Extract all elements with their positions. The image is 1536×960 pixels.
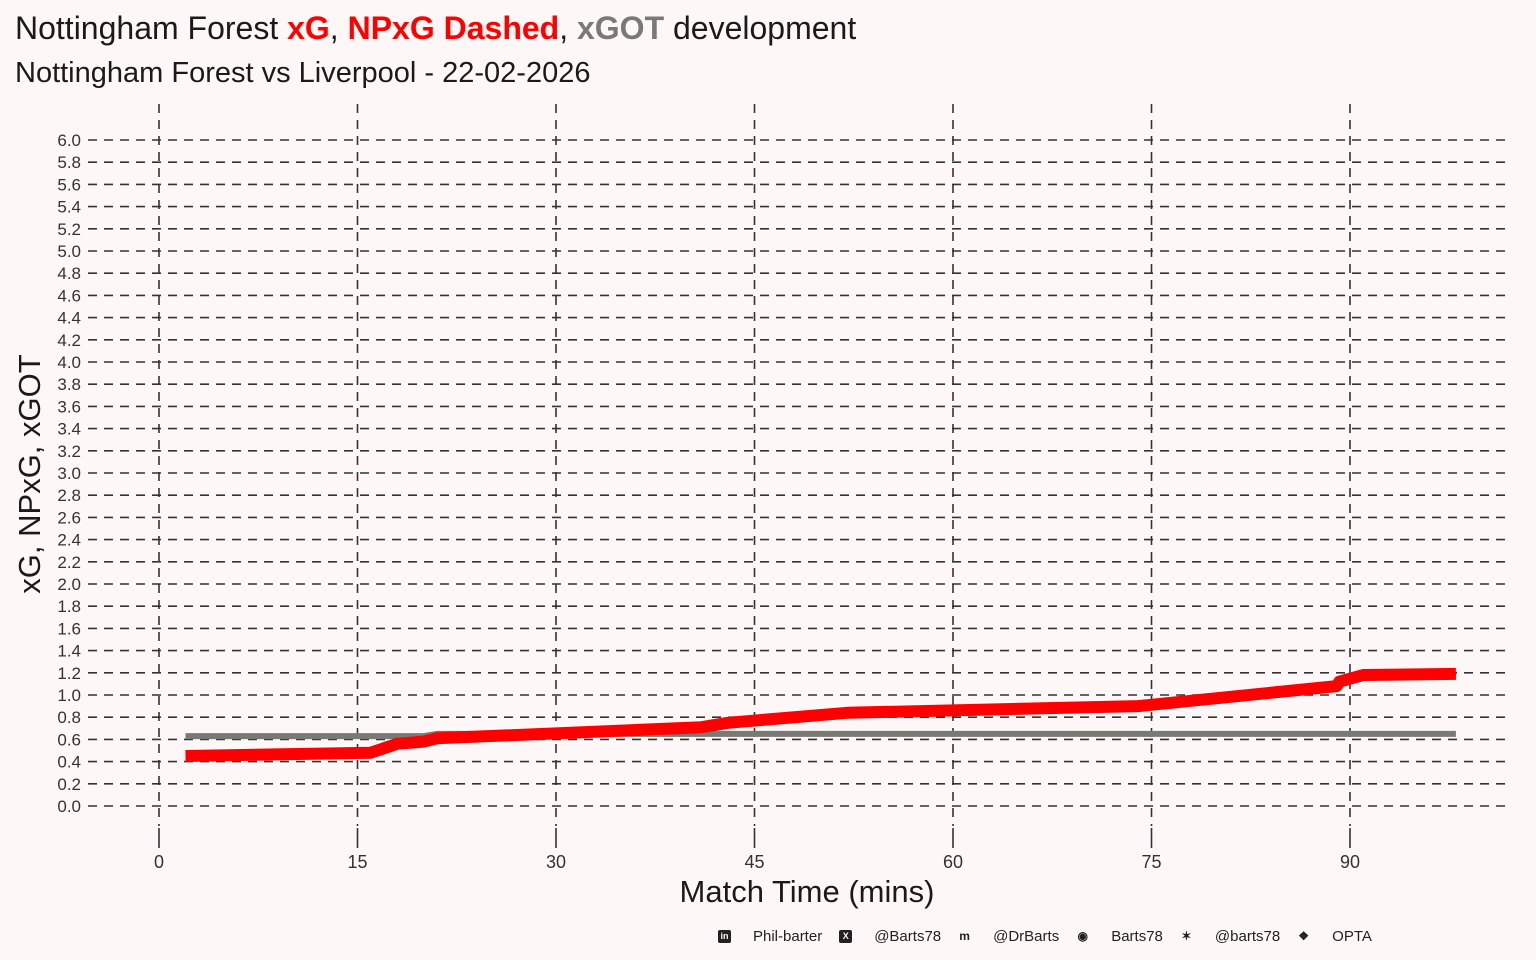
y-tick-label: 5.2 — [57, 220, 81, 239]
y-tick-label: 5.4 — [57, 198, 81, 217]
title-sep2: , — [559, 10, 577, 46]
title-xg: xG — [287, 10, 330, 46]
x-tick-label: 60 — [943, 852, 963, 872]
dropbox-icon[interactable]: ❖ — [1298, 928, 1310, 943]
chart-title: Nottingham Forest xG, NPxG Dashed, xGOT … — [15, 10, 856, 47]
title-suffix: development — [664, 10, 857, 46]
y-tick-label: 2.2 — [57, 553, 81, 572]
linkedin-icon[interactable]: in — [718, 929, 731, 943]
axis-ticks: 0.0 0.2 0.4 0.6 0.8 1.0 1.2 1.4 1.6 1.8 2.0 2.2 2.4 2… — [57, 131, 1360, 872]
mastodon-icon[interactable]: m — [959, 928, 970, 943]
series-line-xgot — [185, 730, 1456, 740]
y-tick-label: 5.6 — [57, 175, 81, 194]
x-tick-label: 0 — [154, 852, 164, 872]
y-tick-label: 4.4 — [57, 309, 81, 328]
y-tick-label: 1.8 — [57, 597, 81, 616]
github-icon[interactable]: ◉ — [1077, 928, 1088, 943]
y-tick-label: 0.6 — [57, 730, 81, 749]
x-axis-label: Match Time (mins) — [680, 874, 935, 909]
grid-lines — [88, 104, 1512, 848]
series-line-xg — [185, 667, 1456, 762]
credit-github[interactable]: Barts78 — [1111, 927, 1163, 945]
y-tick-label: 2.0 — [57, 575, 81, 594]
title-npxg: NPxG Dashed — [347, 10, 560, 46]
y-tick-label: 4.8 — [57, 264, 81, 283]
title-sep1: , — [329, 10, 348, 46]
y-tick-label: 4.6 — [57, 286, 81, 305]
bluesky-icon[interactable]: ✶ — [1181, 928, 1192, 943]
credits-footer: in Phil-barter X @Barts78 m @DrBarts ◉ B… — [718, 926, 1389, 946]
xg-timeline-chart: 0.0 0.2 0.4 0.6 0.8 1.0 1.2 1.4 1.6 1.8 2.0 2.2 2.4 2… — [12, 104, 1512, 909]
x-tick-label: 45 — [744, 852, 764, 872]
x-tick-label: 30 — [546, 852, 566, 872]
y-tick-label: 3.2 — [57, 442, 81, 461]
y-tick-label: 3.0 — [57, 464, 81, 483]
y-axis-label: xG, NPxG, xGOT — [12, 354, 47, 593]
x-twitter-icon[interactable]: X — [839, 929, 853, 943]
y-tick-label: 2.4 — [57, 531, 81, 550]
y-tick-label: 1.0 — [57, 686, 81, 705]
y-tick-label: 1.6 — [57, 619, 81, 638]
y-tick-label: 5.8 — [57, 153, 81, 172]
y-tick-label: 0.4 — [57, 753, 81, 772]
y-tick-label: 2.8 — [57, 486, 81, 505]
y-tick-label: 1.4 — [57, 642, 81, 661]
credit-mastodon[interactable]: @DrBarts — [993, 927, 1060, 945]
y-tick-label: 3.4 — [57, 420, 81, 439]
y-tick-label: 3.6 — [57, 397, 81, 416]
x-tick-label: 75 — [1141, 852, 1161, 872]
series-line-npxg — [185, 671, 1456, 758]
credit-bluesky[interactable]: @barts78 — [1214, 927, 1281, 945]
y-tick-label: 0.0 — [57, 797, 81, 816]
credit-linkedin[interactable]: Phil-barter — [753, 927, 823, 945]
y-tick-label: 6.0 — [57, 131, 81, 150]
title-xgot: xGOT — [576, 10, 665, 46]
series-lines — [185, 667, 1456, 762]
y-tick-label: 5.0 — [57, 242, 81, 261]
y-tick-label: 0.2 — [57, 775, 81, 794]
credit-x[interactable]: @Barts78 — [874, 927, 942, 945]
y-tick-label: 1.2 — [57, 664, 81, 683]
y-tick-label: 4.2 — [57, 331, 81, 350]
y-tick-label: 2.6 — [57, 508, 81, 527]
y-tick-label: 0.8 — [57, 708, 81, 727]
y-tick-label: 3.8 — [57, 375, 81, 394]
x-tick-label: 90 — [1340, 852, 1360, 872]
title-prefix: Nottingham Forest — [15, 10, 288, 46]
x-tick-label: 15 — [347, 852, 367, 872]
y-tick-label: 4.0 — [57, 353, 81, 372]
credit-source[interactable]: OPTA — [1332, 927, 1372, 945]
chart-subtitle: Nottingham Forest vs Liverpool - 22-02-2… — [15, 57, 591, 89]
